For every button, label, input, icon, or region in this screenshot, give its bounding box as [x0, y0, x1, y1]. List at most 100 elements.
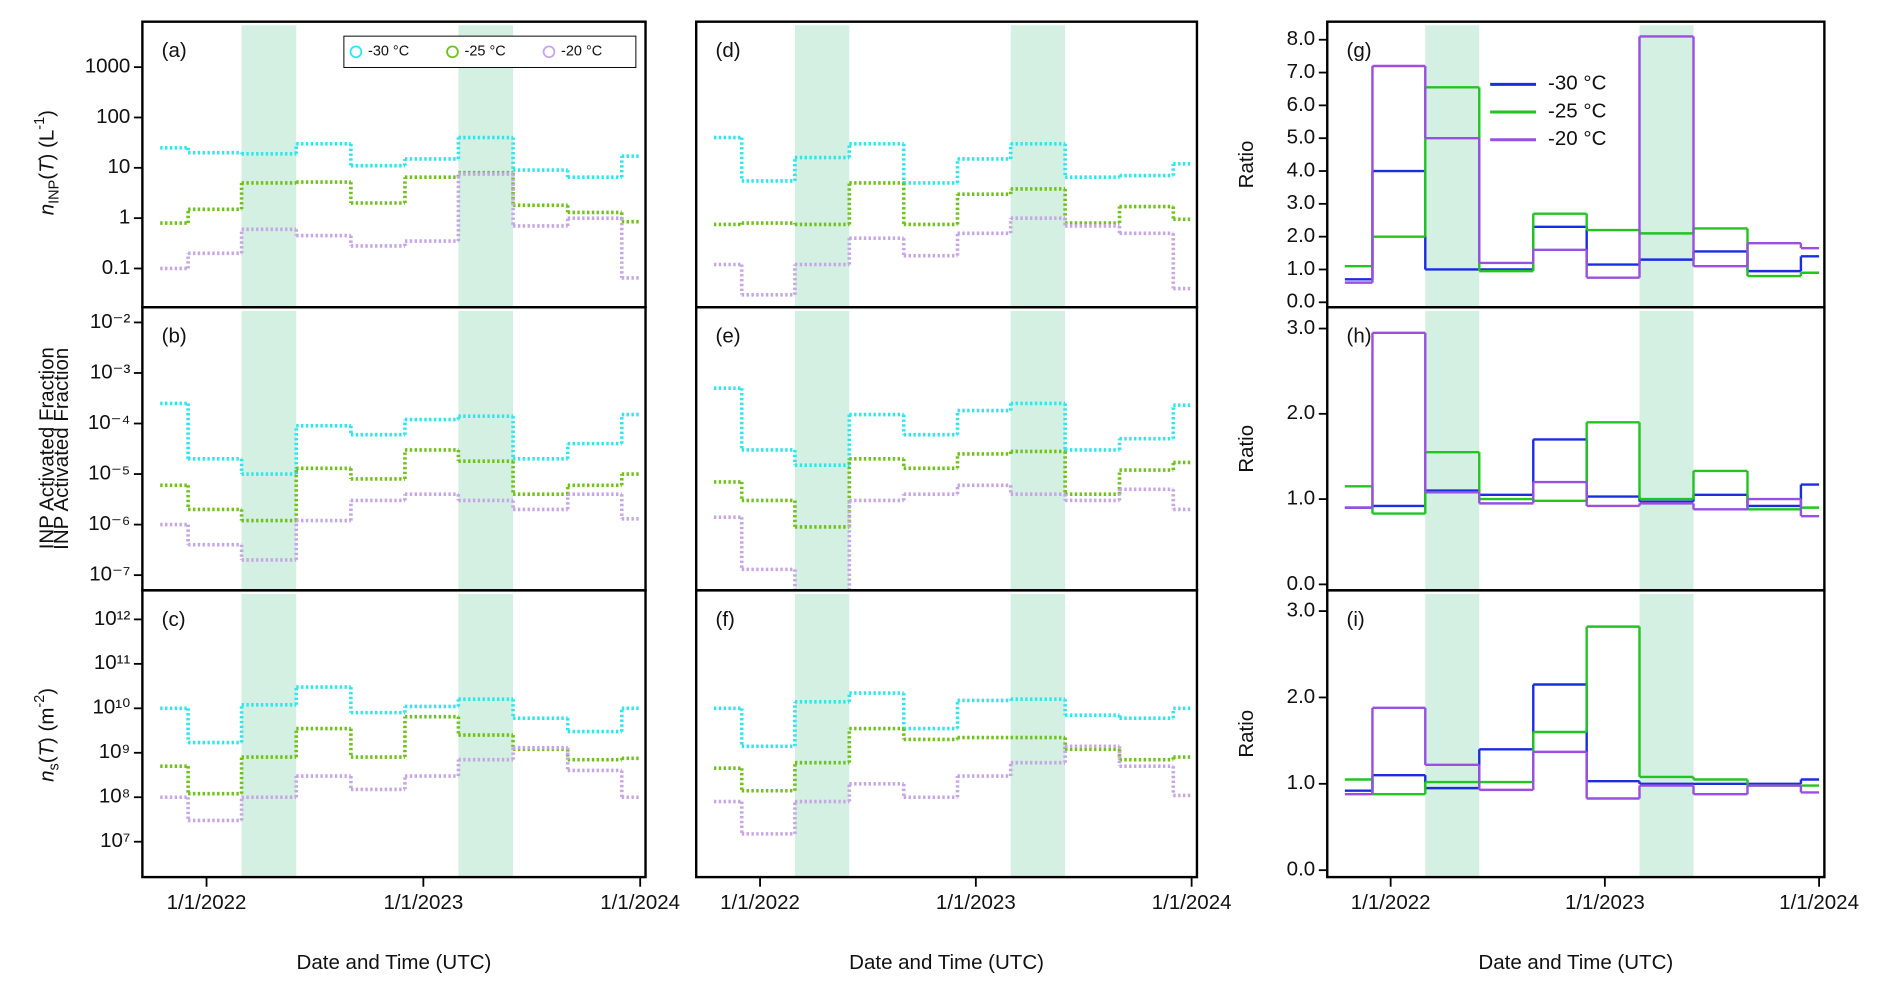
shaded-period [1425, 25, 1480, 308]
panel: 0.0 1.0 2.0 3.0 Ratio (h) [1235, 306, 1826, 595]
y-axis-label: INP Activated Fraction [50, 348, 73, 550]
y-tick-label: 10¹² [94, 607, 131, 630]
y-tick-label: 6.0 [1287, 93, 1316, 116]
plot-frame [1326, 306, 1826, 592]
y-tick-label: 10 [107, 155, 130, 178]
y-tick-label: 3.0 [1287, 316, 1316, 339]
plot-frame [1326, 589, 1826, 879]
x-tick-label: 1/1/2023 [936, 891, 1016, 914]
shaded-period [458, 25, 514, 308]
legend-label: -30 °C [368, 44, 409, 60]
legend-label: -20 °C [1548, 127, 1607, 150]
legend-marker [349, 45, 363, 59]
shaded-period [1425, 310, 1480, 591]
x-tick-label: 1/1/2023 [383, 891, 463, 914]
shaded-period [794, 593, 850, 878]
figure-body: nINP(T) (L-1) INP Activated Fraction ns(… [32, 20, 1859, 974]
y-tick-label: 10⁻⁵ [88, 461, 130, 484]
plot-area [160, 310, 641, 591]
shaded-period [241, 25, 297, 308]
shaded-period [1639, 310, 1694, 591]
panel-label: (i) [1347, 608, 1365, 631]
x-tick-label: 1/1/2023 [1565, 891, 1645, 914]
legend-label: -20 °C [561, 44, 602, 60]
shaded-period [1010, 593, 1066, 878]
plot-frame [141, 306, 647, 592]
y-tick-label: 10⁹ [99, 740, 131, 763]
shaded-period [1639, 593, 1694, 878]
shaded-period [1010, 310, 1066, 591]
panel: 0.1 1 10 100 1000 (a) -30 °C -25 °C -20 °C [85, 20, 647, 309]
plot-area [160, 593, 641, 878]
plot-area [713, 593, 1192, 878]
y-tick-label: 10¹¹ [94, 651, 131, 674]
y-tick-label: 2.0 [1287, 685, 1316, 708]
x-tick-label: 1/1/2022 [167, 891, 247, 914]
y-tick-label: 3.0 [1287, 191, 1316, 214]
legend-marker [446, 45, 459, 59]
y-tick-label: 8.0 [1287, 27, 1316, 50]
y-tick-label: 2.0 [1287, 224, 1316, 247]
y-tick-label: 10⁻² [90, 310, 131, 333]
y-tick-label: 10⁸ [99, 785, 130, 808]
y-axis-label: Ratio [1235, 425, 1258, 473]
y-tick-label: 7.0 [1287, 60, 1316, 83]
y-axis-label: Ratio [1235, 141, 1258, 189]
plot-area [713, 25, 1192, 308]
shaded-period [1425, 593, 1480, 878]
y-axis-label: Ratio [1235, 710, 1258, 758]
x-tick-label: 1/1/2022 [720, 891, 800, 914]
plot-area [160, 25, 641, 308]
y-tick-label: 100 [96, 105, 130, 128]
y-axis-label: INP Activated Fraction [36, 347, 59, 549]
plot-frame [141, 589, 647, 879]
legend-label: -25 °C [1548, 99, 1607, 122]
shaded-period [458, 593, 514, 878]
y-tick-label: 2.0 [1287, 401, 1316, 424]
plot-area [713, 310, 1192, 591]
y-tick-label: 5.0 [1287, 126, 1316, 149]
y-tick-label: 4.0 [1287, 158, 1316, 181]
y-axis-label: ns(T) (m-2) [32, 688, 62, 782]
y-tick-label: 0.1 [102, 256, 131, 279]
x-tick-label: 1/1/2022 [1351, 891, 1431, 914]
shaded-period [794, 25, 850, 308]
panel: 10⁻⁷ 10⁻⁶ 10⁻⁵ 10⁻⁴ 10⁻³ 10⁻² INP Activated Fr… [50, 306, 647, 592]
panel: (e) [695, 306, 1199, 592]
shaded-period [458, 310, 514, 591]
plot-area [1344, 25, 1820, 308]
panel: 0.0 1.0 2.0 3.0 1/1/2022 1/1/2023 1/1/2024 Date… [1235, 589, 1859, 974]
y-tick-label: 1000 [85, 55, 131, 78]
y-tick-label: 0.0 [1287, 572, 1316, 595]
legend-box [343, 35, 637, 68]
y-tick-label: 10⁻³ [90, 360, 131, 383]
x-tick-label: 1/1/2024 [600, 891, 680, 914]
panel: 10⁷ 10⁸ 10⁹ 10¹⁰ 10¹¹ 10¹² 1/1/2022 1/1/2023 1/1… [92, 589, 680, 974]
x-axis-label: Date and Time (UTC) [297, 951, 492, 974]
y-tick-label: 1.0 [1287, 771, 1316, 794]
panel: (d) [695, 20, 1199, 309]
y-axis-label: nINP(T) (L-1) [32, 110, 62, 215]
shaded-period [1639, 25, 1694, 308]
y-tick-label: 1 [119, 206, 130, 229]
x-tick-label: 1/1/2024 [1152, 891, 1232, 914]
shaded-period [241, 310, 297, 591]
y-tick-label: 10⁻⁴ [88, 411, 130, 434]
x-tick-label: 1/1/2024 [1779, 891, 1859, 914]
y-tick-label: 10⁻⁷ [89, 563, 130, 586]
legend-label: -30 °C [1548, 72, 1607, 95]
plot-area [1344, 593, 1820, 878]
panel-label: (f) [716, 608, 735, 631]
panel-label: (a) [162, 39, 187, 62]
y-tick-label: 10⁷ [100, 829, 130, 852]
panel: 0.0 1.0 2.0 3.0 4.0 5.0 6.0 7.0 8.0 Ratio (g) -30 °… [1235, 20, 1826, 313]
panel-label: (g) [1347, 39, 1372, 62]
panel-label: (h) [1347, 325, 1372, 348]
y-tick-label: 0.0 [1287, 290, 1316, 313]
panel-label: (c) [162, 608, 186, 631]
y-tick-label: 1.0 [1287, 257, 1316, 280]
shaded-period [794, 310, 850, 591]
panel-label: (d) [716, 39, 741, 62]
plot-frame [1326, 20, 1826, 309]
